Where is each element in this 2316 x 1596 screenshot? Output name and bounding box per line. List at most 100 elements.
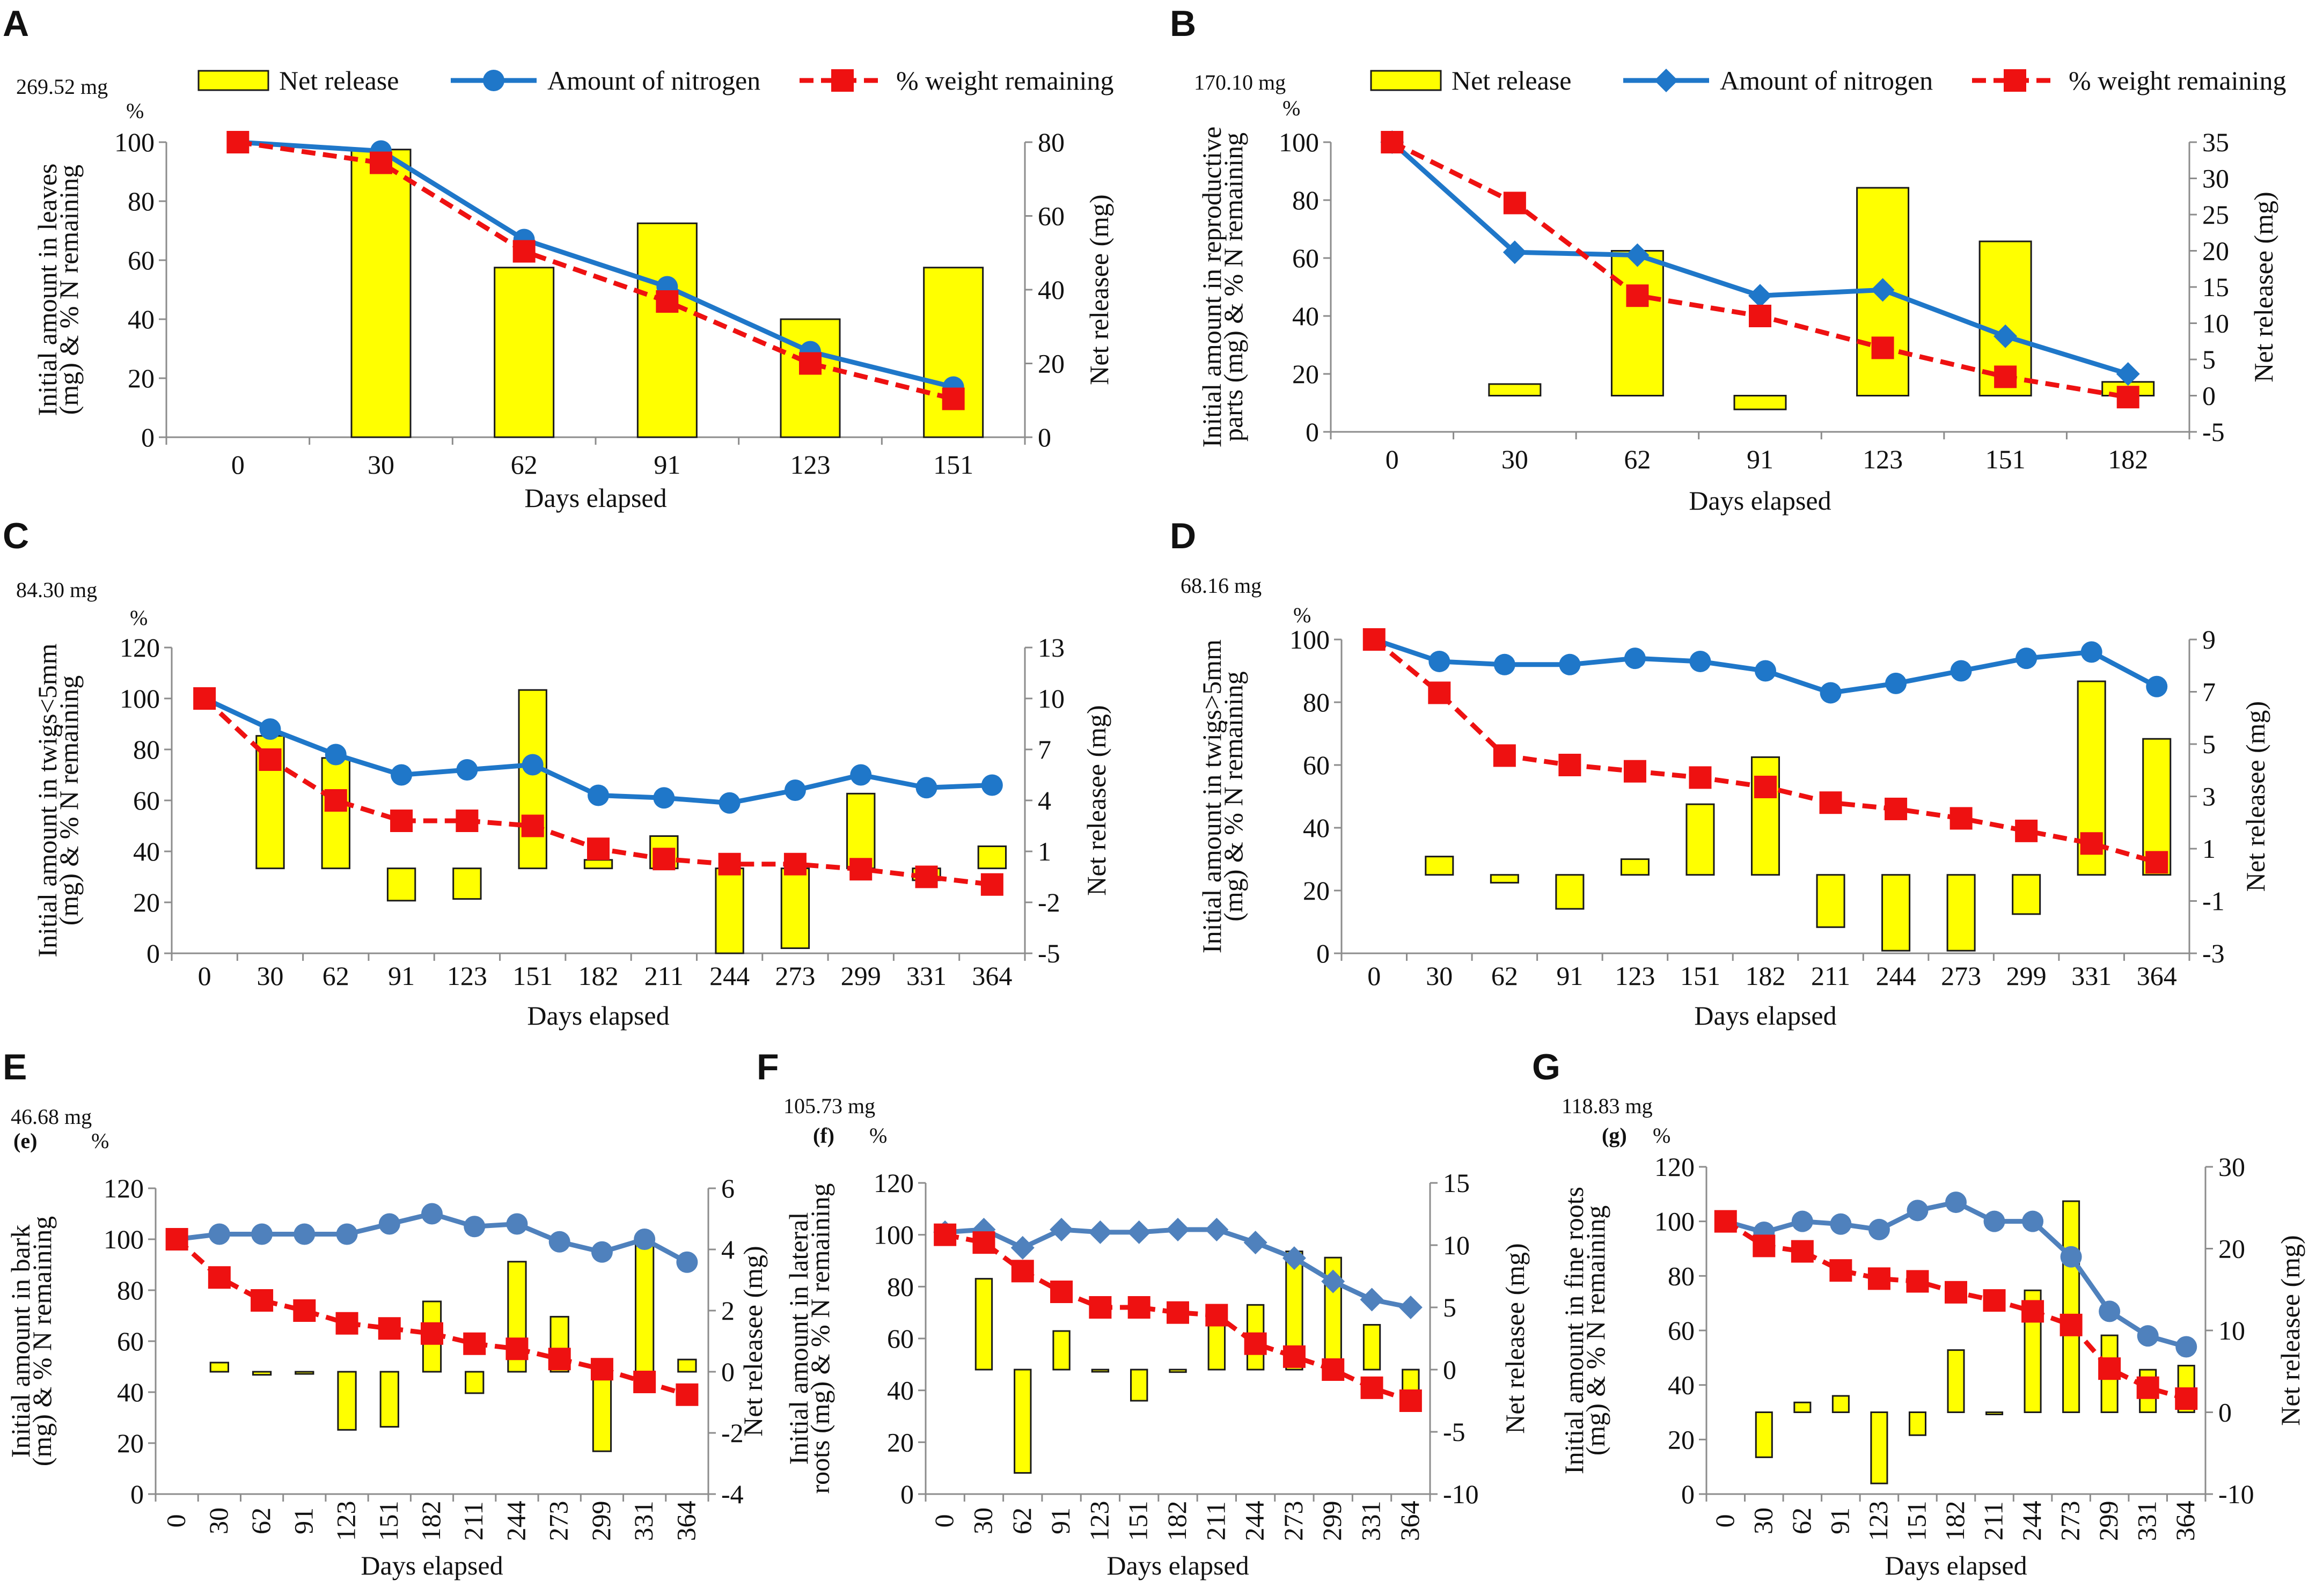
weight-remaining-point bbox=[226, 131, 250, 153]
net-release-bar bbox=[780, 867, 810, 949]
x-tick-label: 123 bbox=[1863, 1501, 1893, 1541]
weight-remaining-point bbox=[972, 1231, 995, 1254]
y-left-tick-label: 20 bbox=[887, 1427, 914, 1457]
x-tick-label: 30 bbox=[1426, 961, 1453, 991]
weight-remaining-point bbox=[1829, 1259, 1852, 1282]
nitrogen-point bbox=[421, 1203, 443, 1225]
x-tick-label: 62 bbox=[323, 961, 349, 991]
y-left-title: Initial amount in reproductive bbox=[1197, 127, 1227, 447]
x-tick-label: 151 bbox=[933, 450, 973, 480]
y-right-tick-label: 30 bbox=[2218, 1152, 2245, 1182]
weight-remaining-point bbox=[193, 687, 216, 710]
nitrogen-point bbox=[634, 1229, 656, 1250]
y-right-tick-label: 15 bbox=[2202, 272, 2229, 302]
weight-remaining-point bbox=[1493, 744, 1516, 767]
weight-remaining-point bbox=[849, 858, 873, 881]
legend-label: Amount of nitrogen bbox=[1720, 65, 1933, 95]
weight-remaining-point bbox=[942, 387, 965, 410]
nitrogen-point bbox=[391, 764, 413, 786]
net-release-bar bbox=[494, 267, 555, 438]
x-tick-label: 62 bbox=[1007, 1507, 1037, 1534]
sub-label: (e) bbox=[13, 1129, 37, 1153]
nitrogen-point bbox=[2137, 1325, 2159, 1347]
initial-amount: 68.16 mg bbox=[1181, 573, 1262, 598]
nitrogen-point bbox=[1166, 1218, 1190, 1241]
weight-remaining-point bbox=[378, 1317, 401, 1340]
weight-remaining-point bbox=[1011, 1260, 1034, 1283]
x-tick-label: 244 bbox=[501, 1501, 531, 1541]
y-right-tick-label: 4 bbox=[1038, 785, 1051, 815]
legend-nitrogen-marker bbox=[1654, 69, 1678, 92]
nitrogen-point bbox=[325, 744, 347, 766]
x-tick-label: 299 bbox=[2006, 961, 2047, 991]
initial-amount: 269.52 mg bbox=[16, 75, 108, 99]
nitrogen-point bbox=[915, 777, 937, 799]
x-tick-label: 151 bbox=[1985, 444, 2026, 474]
net-release-bar bbox=[1733, 395, 1787, 410]
y-right-tick-label: 10 bbox=[2218, 1315, 2245, 1345]
net-release-bar bbox=[592, 1371, 612, 1452]
y-left-tick-label: 0 bbox=[1316, 938, 1330, 968]
x-tick-label: 62 bbox=[246, 1507, 276, 1534]
x-tick-label: 0 bbox=[198, 961, 211, 991]
nitrogen-point bbox=[2146, 675, 2168, 697]
x-tick-label: 331 bbox=[628, 1501, 658, 1541]
y-left-tick-label: 20 bbox=[1668, 1424, 1695, 1454]
weight-remaining-point bbox=[1949, 807, 1973, 830]
y-right-tick-label: 2 bbox=[721, 1296, 735, 1326]
y-right-tick-label: 3 bbox=[2202, 782, 2216, 812]
x-tick-label: 0 bbox=[161, 1514, 191, 1528]
weight-remaining-point bbox=[1994, 365, 2017, 388]
weight-remaining-point bbox=[1244, 1332, 1267, 1355]
y-left-tick-label: 60 bbox=[128, 245, 155, 275]
weight-remaining-point bbox=[2015, 819, 2038, 842]
nitrogen-point bbox=[2080, 641, 2102, 663]
nitrogen-point bbox=[1885, 672, 1907, 694]
y-left-tick-label: 0 bbox=[900, 1479, 914, 1509]
y-right-tick-label: 80 bbox=[1038, 127, 1065, 157]
legend-weight-marker bbox=[2004, 69, 2026, 92]
x-tick-label: 364 bbox=[2170, 1501, 2200, 1541]
weight-remaining-point bbox=[1322, 1358, 1345, 1381]
weight-remaining-point bbox=[335, 1312, 358, 1335]
net-release-bar bbox=[1985, 1411, 2004, 1415]
y-right-tick-label: 20 bbox=[2202, 236, 2229, 266]
weight-remaining-point bbox=[293, 1299, 316, 1322]
nitrogen-point bbox=[1689, 650, 1711, 672]
y-right-tick-label: 1 bbox=[1038, 836, 1051, 866]
weight-remaining-point bbox=[1050, 1281, 1073, 1303]
y-left-title: (mg) & % N remaining bbox=[1580, 1205, 1610, 1456]
x-tick-label: 62 bbox=[1491, 961, 1518, 991]
x-tick-label: 91 bbox=[1556, 961, 1583, 991]
nitrogen-point bbox=[259, 718, 281, 740]
weight-remaining-point bbox=[2060, 1313, 2083, 1336]
weight-remaining-point bbox=[421, 1322, 443, 1345]
net-release-bar bbox=[350, 149, 412, 438]
nitrogen-point bbox=[1950, 660, 1972, 682]
percent-mark: % bbox=[126, 99, 144, 123]
x-tick-label: 0 bbox=[1710, 1514, 1740, 1528]
nitrogen-point bbox=[850, 764, 872, 786]
net-release-bar bbox=[1831, 1395, 1850, 1413]
net-release-bar bbox=[1555, 874, 1585, 910]
net-release-bar bbox=[1014, 1369, 1032, 1474]
x-tick-label: 211 bbox=[1200, 1501, 1230, 1540]
net-release-bar bbox=[209, 1362, 229, 1373]
y-right-tick-label: 0 bbox=[2202, 381, 2216, 411]
y-left-tick-label: 100 bbox=[104, 1224, 144, 1254]
weight-remaining-point bbox=[1906, 1270, 1929, 1293]
nitrogen-point bbox=[1624, 648, 1646, 670]
y-left-tick-label: 60 bbox=[1303, 750, 1330, 780]
y-left-title: (mg) & % N remaining bbox=[27, 1216, 57, 1467]
y-left-tick-label: 120 bbox=[120, 632, 160, 663]
percent-mark: % bbox=[1282, 96, 1300, 120]
percent-mark: % bbox=[869, 1123, 887, 1148]
y-left-tick-label: 100 bbox=[874, 1220, 914, 1250]
x-tick-label: 182 bbox=[1940, 1501, 1970, 1541]
sub-label: (f) bbox=[813, 1123, 834, 1148]
x-tick-label: 211 bbox=[1978, 1501, 2009, 1540]
weight-remaining-point bbox=[1714, 1210, 1737, 1233]
nitrogen-point bbox=[378, 1213, 400, 1235]
